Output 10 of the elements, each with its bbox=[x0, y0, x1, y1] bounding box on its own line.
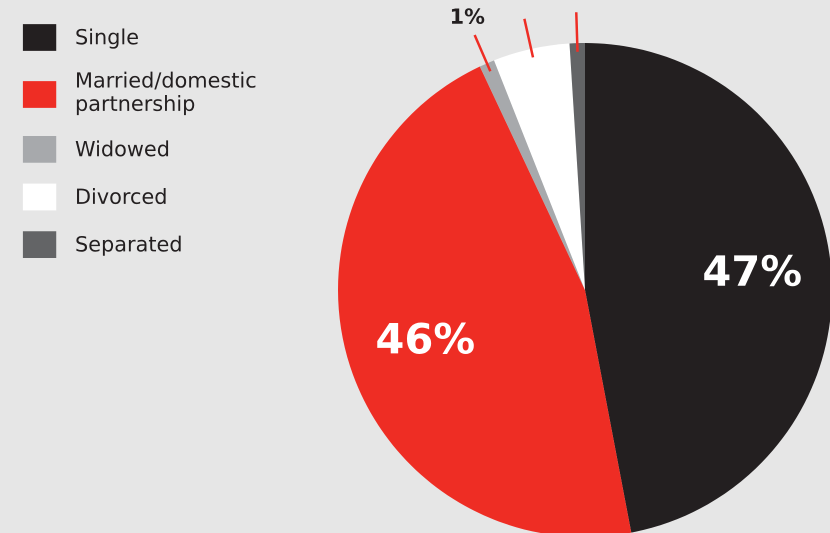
legend-label: Divorced bbox=[77, 188, 166, 204]
pie-slice bbox=[480, 60, 585, 290]
data-label: 1% bbox=[452, 8, 484, 24]
legend-label: Separated bbox=[76, 236, 181, 256]
data-label: 47% bbox=[704, 254, 801, 286]
legend-label: Widowed bbox=[76, 140, 168, 157]
pie-slice bbox=[494, 43, 585, 290]
legend-label: Single bbox=[76, 28, 138, 49]
data-label: 46% bbox=[377, 322, 474, 354]
legend-label: Married/domestic partnership bbox=[76, 72, 256, 116]
